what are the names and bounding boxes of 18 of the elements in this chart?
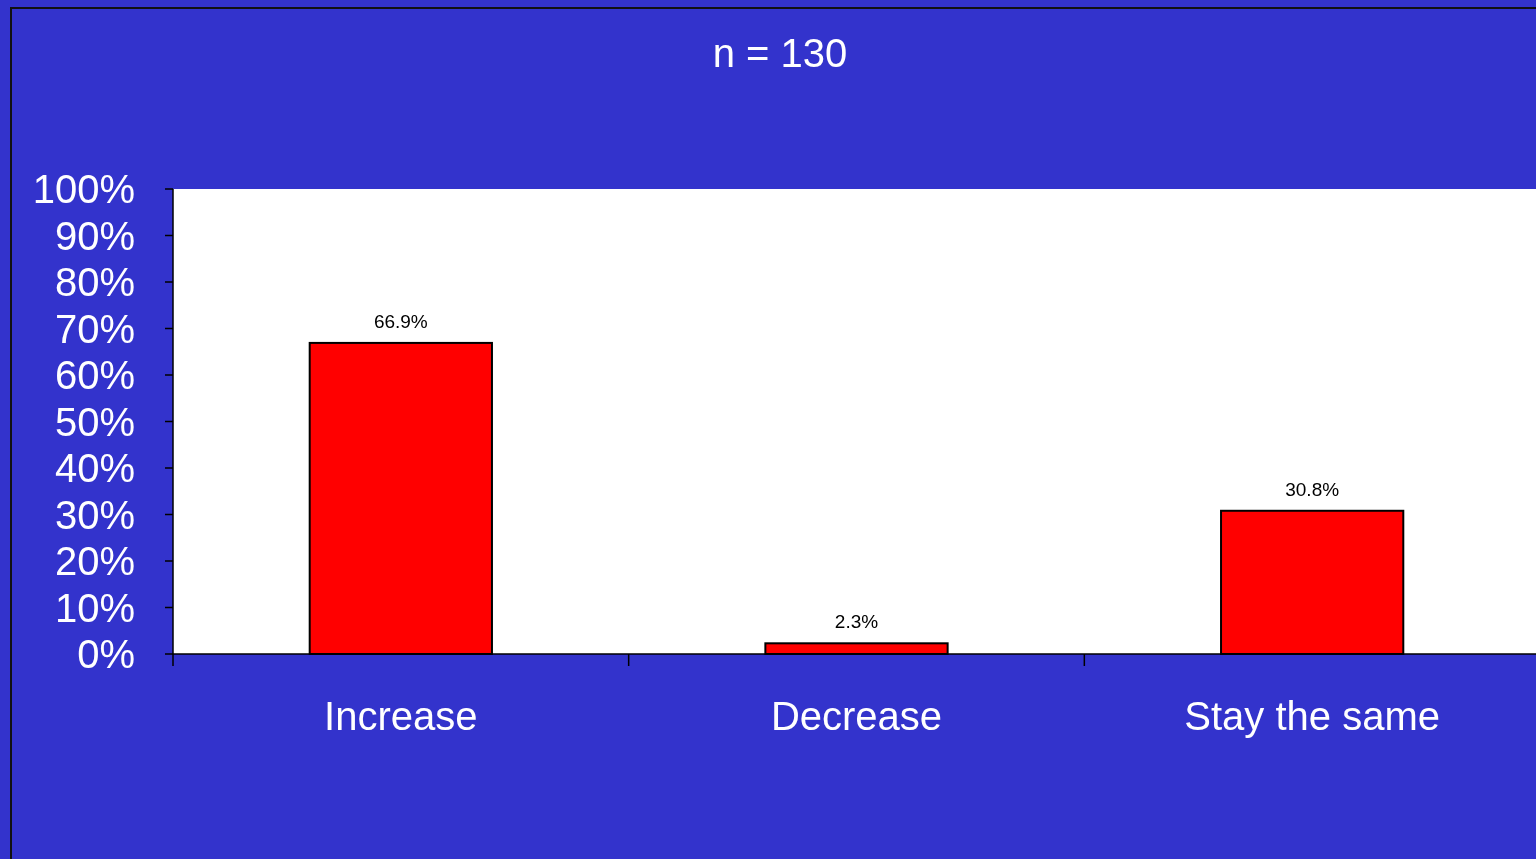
y-tick-label: 30%	[54, 492, 135, 537]
data-label: 30.8%	[1285, 478, 1340, 500]
y-tick-label: 80%	[54, 260, 135, 304]
y-tick-label: 50%	[54, 399, 135, 444]
y-tick-label: 100%	[32, 167, 135, 211]
y-tick-label: 40%	[54, 446, 135, 490]
data-label: 66.9%	[373, 310, 428, 332]
y-tick-label: 0%	[77, 632, 135, 676]
y-tick-label: 90%	[54, 213, 135, 258]
y-tick-label: 70%	[54, 306, 135, 351]
y-tick-label: 60%	[54, 353, 135, 397]
y-tick-label: 20%	[54, 539, 135, 583]
x-tick-label: Stay the same	[1184, 694, 1441, 738]
chart-title: n = 130	[712, 31, 848, 75]
x-tick-label: Decrease	[770, 694, 943, 738]
x-tick-label: Increase	[324, 694, 478, 738]
data-label: 2.3%	[834, 611, 879, 633]
y-tick-label: 10%	[54, 585, 135, 630]
